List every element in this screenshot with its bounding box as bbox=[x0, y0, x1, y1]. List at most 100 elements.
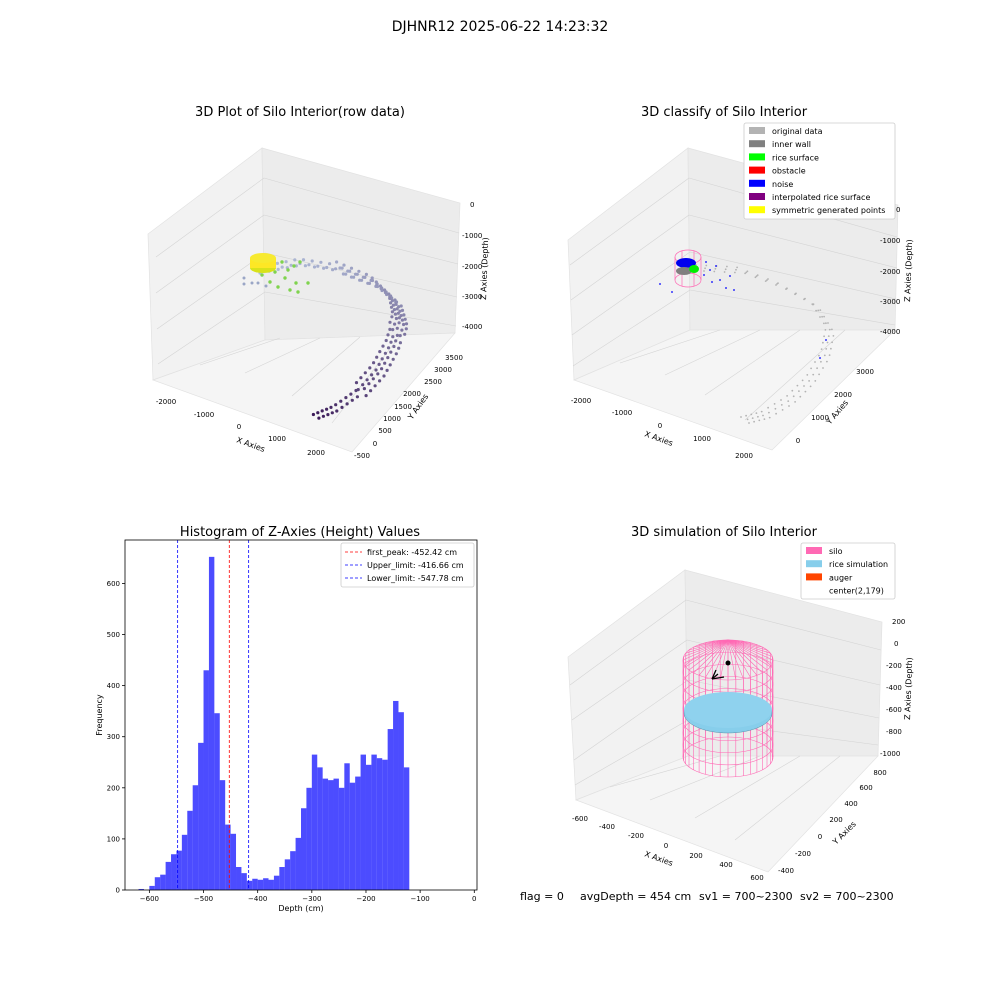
raw-3d-point bbox=[400, 318, 404, 322]
raw-3d-point bbox=[331, 268, 335, 272]
simulation-legend-label: center(2,179) bbox=[829, 587, 884, 596]
simulation-silo-wireframe bbox=[682, 639, 774, 778]
histogram-bar bbox=[311, 754, 318, 890]
classify-3d-zlabel: Z Axies (Depth) bbox=[903, 239, 914, 302]
histogram-ytick-label: 300 bbox=[107, 733, 120, 741]
classify-3d-point bbox=[775, 284, 777, 286]
histogram-bar bbox=[349, 782, 356, 890]
raw-3d-point bbox=[381, 344, 385, 348]
classify-3d-point bbox=[821, 315, 823, 318]
classify-3d-point bbox=[819, 357, 821, 359]
classify-3d-ytick: 2000 bbox=[834, 391, 852, 399]
classify-3d-point bbox=[827, 335, 830, 337]
histogram-bar bbox=[171, 854, 177, 890]
raw-3d-point bbox=[303, 264, 307, 268]
classify-3d-point bbox=[762, 414, 764, 417]
raw-3d-point bbox=[284, 260, 288, 264]
classify-3d-point bbox=[734, 271, 736, 274]
histogram-bar bbox=[165, 861, 172, 890]
raw-3d-point bbox=[350, 398, 354, 402]
classify-legend-swatch bbox=[749, 179, 765, 187]
footer-sv1: sv1 = 700~2300 bbox=[699, 890, 793, 903]
classify-3d-point bbox=[823, 335, 825, 338]
raw-3d-zlabel: Z Axies (Depth) bbox=[479, 237, 490, 300]
raw-3d-point bbox=[344, 272, 348, 276]
classify-3d-point bbox=[817, 309, 820, 312]
raw-3d-point bbox=[316, 411, 320, 415]
simulation-3d-xlabel: X Axies bbox=[643, 849, 674, 868]
panel-classify-3d: 3D classify of Silo Interior -2000 -1000… bbox=[567, 105, 914, 460]
classify-3d-ztick: 0 bbox=[896, 206, 900, 214]
simulation-3d-ztick: 0 bbox=[894, 640, 898, 648]
classify-3d-point bbox=[809, 385, 812, 388]
raw-3d-point bbox=[280, 265, 284, 269]
classify-3d-point bbox=[774, 407, 777, 410]
simulation-3d-ztick: -1000 bbox=[880, 750, 900, 758]
raw-3d-point bbox=[367, 281, 372, 285]
raw-3d-point bbox=[367, 382, 371, 386]
raw-3d-point bbox=[340, 405, 344, 409]
classify-3d-point bbox=[818, 373, 820, 376]
raw-3d-point bbox=[325, 407, 329, 411]
raw-3d-point bbox=[276, 267, 280, 271]
raw-3d-point bbox=[326, 413, 330, 417]
classify-3d-point bbox=[796, 384, 799, 387]
classify-legend-swatch bbox=[749, 193, 765, 200]
raw-3d-ytick: 1500 bbox=[394, 403, 412, 411]
histogram-bar bbox=[360, 754, 366, 890]
raw-3d-point bbox=[354, 381, 359, 385]
silo-roof-line bbox=[727, 639, 768, 671]
raw-3d-point bbox=[384, 338, 388, 343]
classify-3d-point bbox=[781, 409, 784, 411]
raw-3d-point bbox=[306, 281, 310, 285]
figure-suptitle: DJHNR12 2025-06-22 14:23:32 bbox=[392, 19, 609, 35]
raw-3d-point bbox=[283, 276, 287, 280]
classify-3d-point bbox=[768, 416, 771, 419]
histogram-bars bbox=[138, 556, 410, 890]
simulation-legend-swatch bbox=[806, 573, 822, 581]
classify-3d-point bbox=[659, 283, 661, 285]
classify-legend-swatch bbox=[749, 153, 765, 161]
classify-3d-ylabel: Y Axies bbox=[824, 398, 850, 427]
histogram-bar bbox=[154, 877, 161, 890]
raw-3d-point bbox=[286, 268, 290, 272]
raw-3d-point bbox=[386, 356, 390, 360]
panel-simulation-3d: 3D simulation of Silo Interior -600 -400… bbox=[567, 525, 914, 882]
histogram-bar bbox=[176, 850, 182, 890]
raw-3d-ytick: 3500 bbox=[445, 354, 463, 362]
raw-3d-point bbox=[394, 316, 398, 321]
classify-3d-point bbox=[811, 303, 814, 305]
histogram-bar bbox=[403, 767, 410, 890]
silo-roof-line bbox=[685, 639, 729, 668]
classify-3d-point bbox=[810, 367, 812, 370]
histogram-bar bbox=[344, 763, 350, 890]
classify-3d-point bbox=[820, 348, 823, 350]
raw-3d-point bbox=[355, 395, 359, 399]
histogram-xtick-label: 0 bbox=[472, 895, 476, 903]
classify-3d-xtick: -1000 bbox=[612, 409, 632, 417]
simulation-legend-swatch bbox=[806, 547, 822, 554]
classify-3d-ztick: -2000 bbox=[880, 268, 900, 276]
raw-3d-point bbox=[392, 308, 396, 312]
histogram-ytick-label: 100 bbox=[107, 835, 120, 843]
classify-3d-point bbox=[794, 401, 796, 403]
raw-3d-point bbox=[399, 314, 403, 318]
raw-3d-point bbox=[363, 371, 367, 375]
raw-3d-points bbox=[242, 253, 409, 420]
histogram-bar bbox=[138, 888, 144, 890]
classify-legend-label: inner wall bbox=[772, 140, 811, 149]
classify-3d-point bbox=[806, 374, 809, 376]
raw-3d-point bbox=[311, 412, 315, 417]
classify-3d-point bbox=[751, 417, 754, 419]
raw-3d-point bbox=[400, 328, 404, 332]
simulation-3d-ytick: 200 bbox=[829, 816, 842, 824]
histogram-bar bbox=[290, 851, 296, 890]
classify-3d-point bbox=[822, 367, 824, 369]
raw-3d-point bbox=[397, 316, 401, 320]
classify-3d-point bbox=[724, 268, 727, 271]
simulation-3d-ytick: 0 bbox=[818, 833, 822, 841]
raw-3d-point bbox=[380, 367, 384, 371]
raw-3d-point bbox=[403, 317, 407, 321]
classify-3d-point bbox=[791, 389, 794, 392]
simulation-3d-gridlines bbox=[569, 599, 882, 841]
